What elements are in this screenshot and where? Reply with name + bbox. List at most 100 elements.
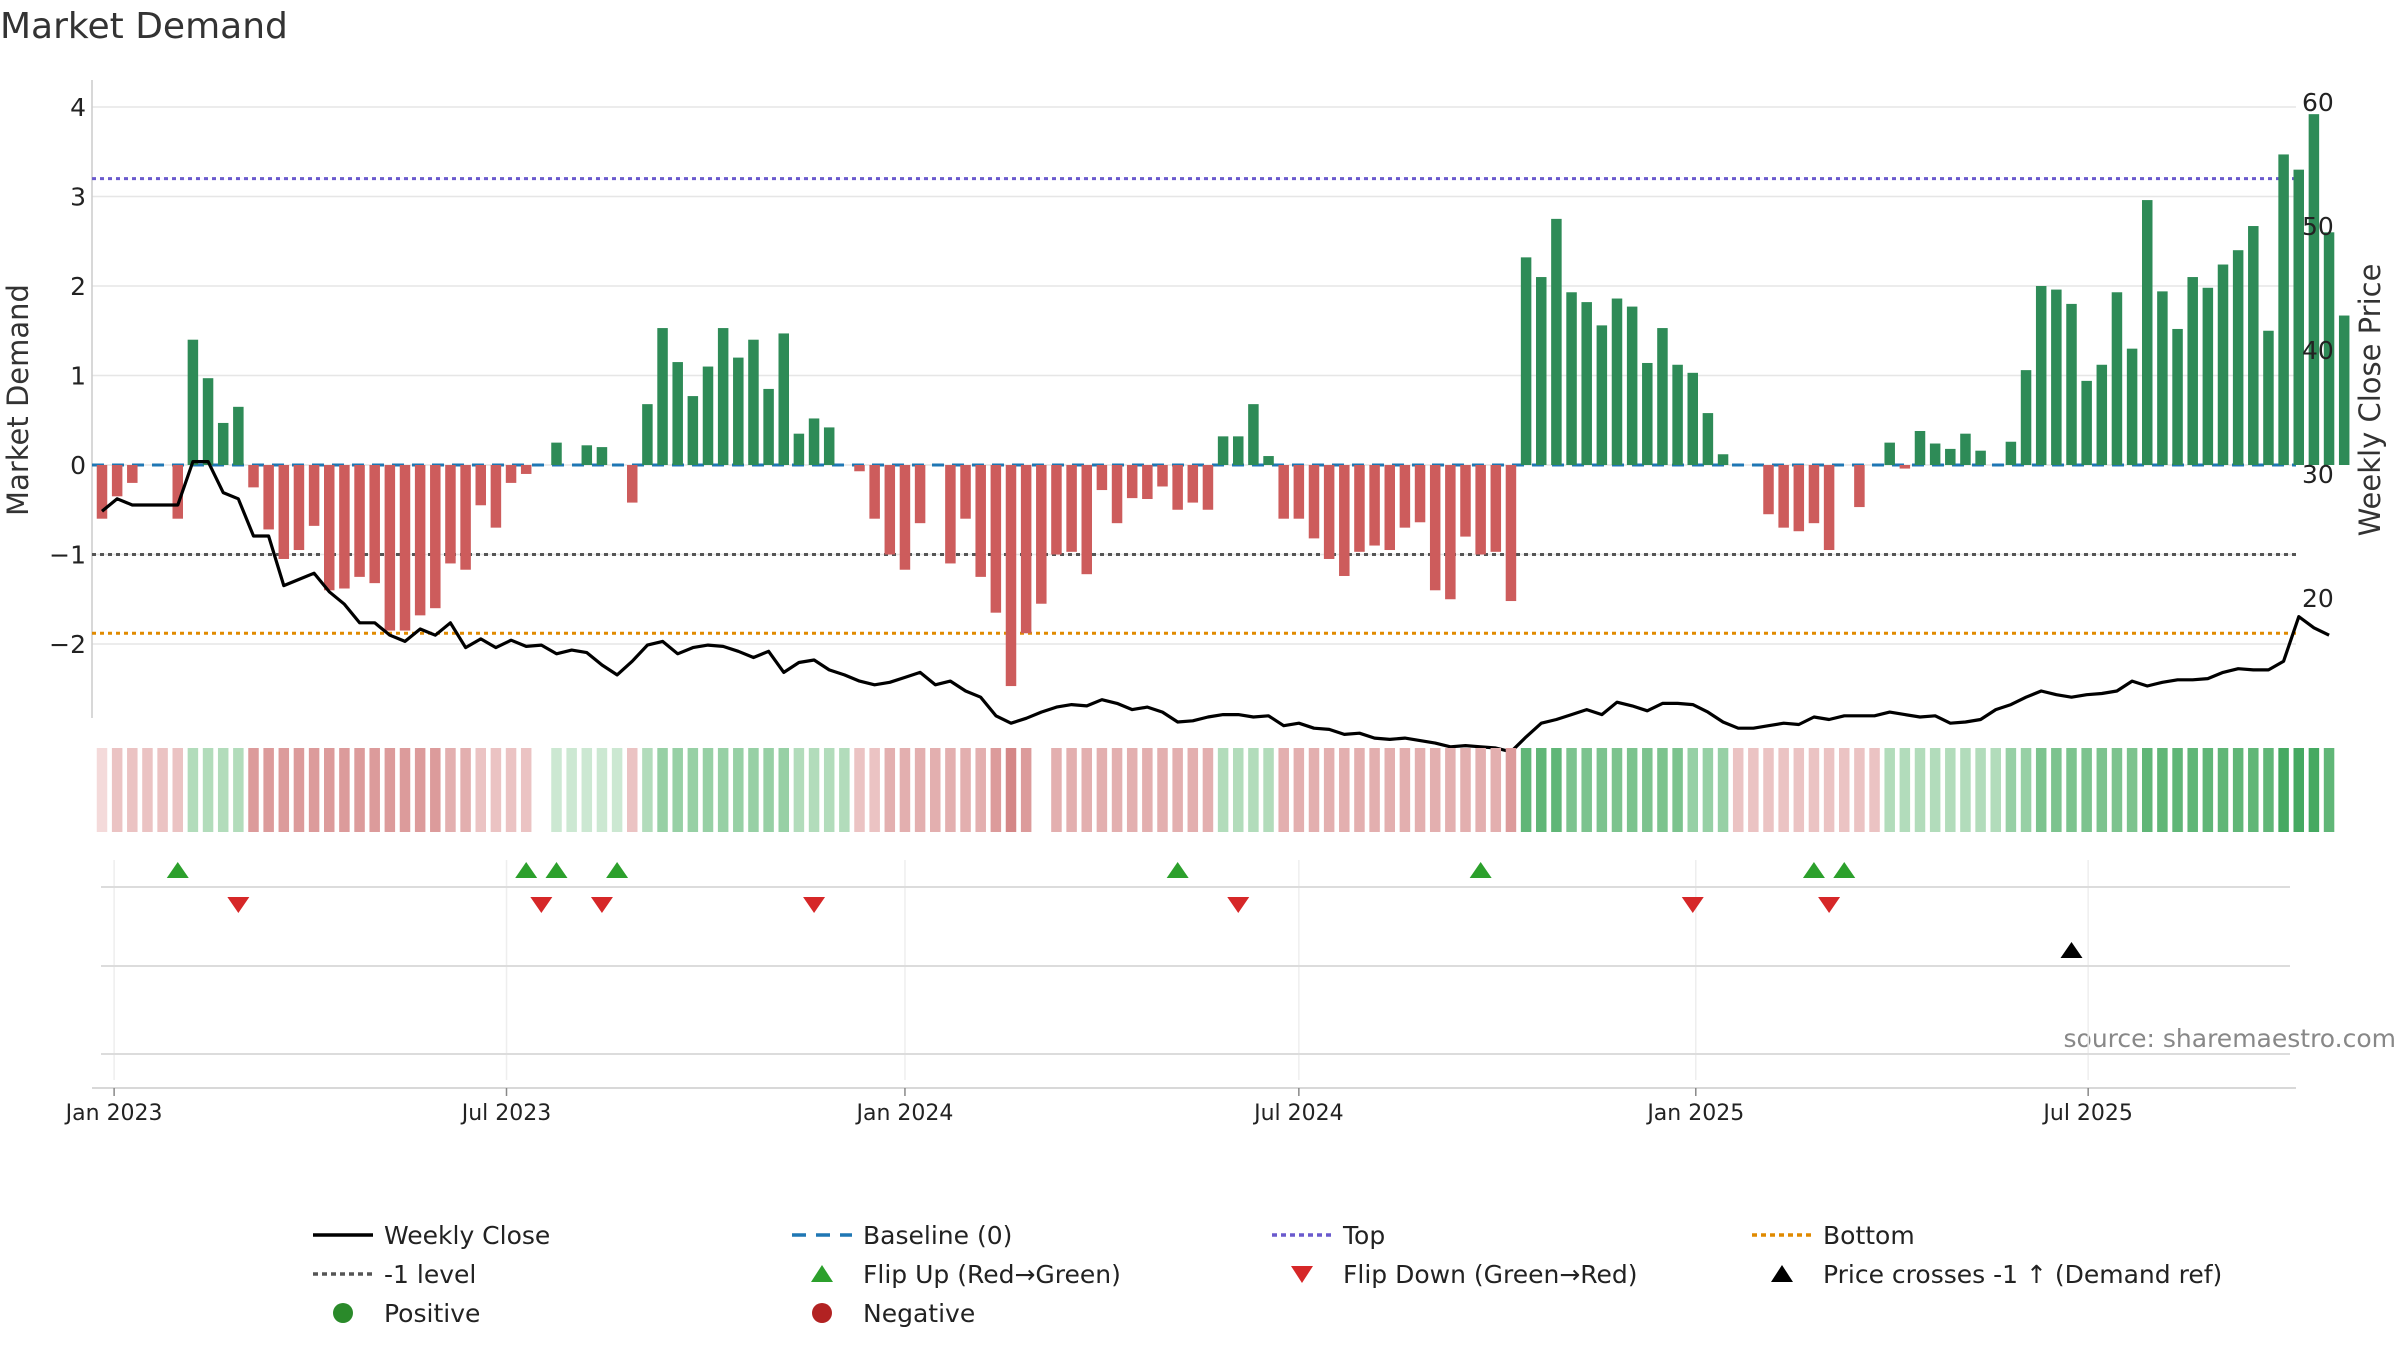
- demand-cell: [1793, 748, 1805, 832]
- y-tick-right: 20: [2302, 584, 2334, 613]
- demand-bar-positive: [702, 366, 714, 465]
- demand-cell: [899, 748, 911, 832]
- demand-cell: [1869, 748, 1880, 832]
- demand-cell: [1384, 748, 1395, 832]
- legend-item: Bottom: [1752, 1221, 1915, 1250]
- y-tick-left: −2: [49, 630, 86, 659]
- legend-label: Flip Down (Green→Red): [1343, 1260, 1638, 1289]
- demand-cell: [930, 748, 941, 832]
- demand-bar-negative: [490, 465, 502, 528]
- demand-bar-positive: [2142, 200, 2153, 465]
- demand-bar-positive: [793, 433, 805, 465]
- legend-label: Bottom: [1823, 1221, 1915, 1250]
- demand-bar-negative: [445, 465, 456, 564]
- demand-cell: [687, 748, 699, 832]
- demand-cell: [884, 748, 896, 832]
- flip-up-marker: [1833, 862, 1856, 878]
- demand-cell: [627, 748, 638, 832]
- demand-cell: [157, 748, 168, 832]
- demand-heat-strip: [96, 748, 2335, 832]
- y-tick-left: 4: [70, 93, 86, 122]
- demand-cell: [839, 748, 850, 832]
- demand-cell: [1702, 748, 1714, 832]
- demand-bar-positive: [808, 418, 820, 465]
- demand-bars: [96, 114, 2350, 687]
- demand-cell: [1020, 748, 1032, 832]
- demand-cell: [1445, 748, 1456, 832]
- legend-dot: [333, 1303, 353, 1323]
- demand-bar-positive: [1626, 306, 1638, 465]
- demand-bar-positive: [823, 427, 835, 465]
- demand-cell: [990, 748, 1002, 832]
- demand-cell: [657, 748, 668, 832]
- demand-bar-negative: [1066, 465, 1077, 552]
- demand-bar-negative: [127, 465, 138, 483]
- demand-cell: [1763, 748, 1774, 832]
- demand-cell: [2232, 748, 2244, 832]
- demand-bar-positive: [2066, 303, 2077, 465]
- demand-bar-positive: [2187, 277, 2198, 465]
- y-axis-right-label: Weekly Close Price: [2353, 264, 2387, 537]
- legend-item: Baseline (0): [792, 1221, 1012, 1250]
- demand-bar-negative: [1460, 465, 1471, 537]
- flip-down-marker: [803, 897, 826, 913]
- y-tick-right: 30: [2302, 460, 2334, 489]
- demand-cell: [960, 748, 971, 832]
- demand-cell: [1293, 748, 1305, 832]
- legend-label: Top: [1342, 1221, 1385, 1250]
- demand-cell: [2202, 748, 2214, 832]
- demand-bar-negative: [1020, 465, 1032, 634]
- x-tick-label: Jan 2025: [1645, 1101, 1744, 1126]
- y-tick-left: 2: [70, 272, 86, 301]
- demand-cell: [2051, 748, 2062, 832]
- demand-cell: [1914, 748, 1926, 832]
- demand-cell: [1460, 748, 1471, 832]
- demand-bar-positive: [657, 328, 668, 465]
- demand-bar-negative: [1172, 465, 1183, 510]
- demand-cell: [1990, 748, 2001, 832]
- demand-bar-negative: [1339, 465, 1350, 576]
- demand-cell: [1839, 748, 1850, 832]
- legend-label: Positive: [384, 1299, 480, 1328]
- demand-cell: [1854, 748, 1865, 832]
- demand-bar-negative: [899, 465, 911, 570]
- demand-cell: [2035, 748, 2047, 832]
- demand-cell: [1172, 748, 1183, 832]
- demand-cell: [1066, 748, 1077, 832]
- demand-bar-positive: [187, 339, 199, 465]
- demand-bar-negative: [1323, 465, 1335, 559]
- demand-cell: [1414, 748, 1426, 832]
- demand-bar-negative: [1202, 465, 1214, 510]
- demand-cell: [2066, 748, 2077, 832]
- demand-cell: [339, 748, 350, 832]
- chart-title: Market Demand: [0, 6, 288, 47]
- demand-cell: [2263, 748, 2274, 832]
- demand-bar-positive: [717, 328, 729, 465]
- demand-cell: [202, 748, 214, 832]
- demand-cell: [1354, 748, 1365, 832]
- demand-bar-negative: [1354, 465, 1365, 552]
- demand-cell: [748, 748, 759, 832]
- demand-cell: [823, 748, 835, 832]
- demand-cell: [1081, 748, 1092, 832]
- legend-item: Negative: [812, 1299, 975, 1328]
- demand-cell: [2217, 748, 2229, 832]
- legend: Weekly Close Baseline (0) Top Bottom -1 leve…: [313, 1221, 2222, 1328]
- demand-bar-positive: [1975, 450, 1986, 465]
- demand-cell: [1551, 748, 1562, 832]
- price-cross-marker: [2060, 942, 2083, 958]
- demand-cell: [2187, 748, 2198, 832]
- legend-label: Flip Up (Red→Green): [863, 1260, 1121, 1289]
- demand-bar-negative: [1763, 465, 1774, 515]
- demand-cell: [1339, 748, 1350, 832]
- demand-cell: [1884, 748, 1895, 832]
- demand-cell: [1263, 748, 1274, 832]
- demand-cell: [1596, 748, 1608, 832]
- demand-cell: [2096, 748, 2108, 832]
- demand-cell: [1687, 748, 1698, 832]
- demand-cell: [1929, 748, 1941, 832]
- legend-triangle-up: [811, 1265, 833, 1282]
- weekly-close-line: [100, 460, 2330, 754]
- demand-bar-positive: [1929, 443, 1941, 465]
